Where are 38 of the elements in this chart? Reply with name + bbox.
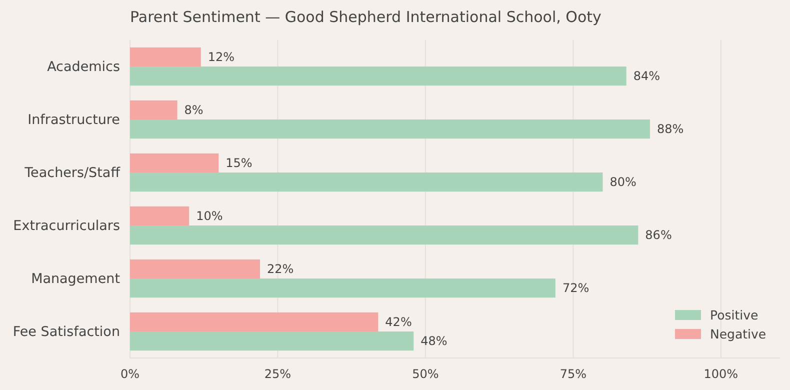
x-tick-label: 25% [264,367,292,381]
data-label: 80% [610,175,636,190]
data-label: 72% [562,281,590,296]
data-label: 48% [420,334,448,348]
bar [130,206,190,226]
data-label: 86% [645,228,672,242]
y-tick-label: Extracurriculars [13,218,120,234]
y-tick-label: Fee Satisfaction [12,324,120,340]
x-tick-label: 50% [412,367,439,381]
legend-label: Positive [710,307,758,322]
data-label: 84% [633,69,660,84]
data-label: 42% [385,315,412,330]
x-tick-label: 0% [120,367,140,381]
data-label: 22% [267,262,294,276]
y-tick-label: Management [31,271,120,288]
y-tick-label: Infrastructure [28,112,120,128]
bar [130,332,414,351]
data-label: 15% [226,156,252,170]
bar [130,120,650,139]
data-label: 10% [196,209,223,224]
bar [130,66,626,86]
bar [130,47,201,66]
bar [130,312,378,332]
data-label: 8% [184,103,204,118]
bar [130,259,260,278]
x-tick-label: 100% [704,367,738,381]
data-label: 88% [657,122,684,136]
x-tick-label: 75% [560,367,587,381]
bar [130,226,638,245]
bar [130,172,603,192]
y-tick-label: Teachers/Staff [24,165,121,182]
bar [130,278,556,298]
data-label: 12% [208,50,235,64]
bar [130,153,219,172]
y-tick-label: Academics [47,59,120,76]
legend-label: Negative [710,326,766,342]
chart-title: Parent Sentiment — Good Shepherd International School, Ooty [130,8,602,26]
bar [130,100,178,120]
